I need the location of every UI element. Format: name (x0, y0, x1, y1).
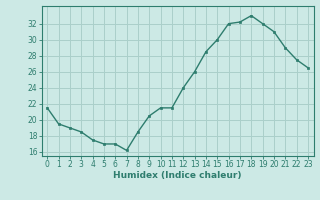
X-axis label: Humidex (Indice chaleur): Humidex (Indice chaleur) (113, 171, 242, 180)
